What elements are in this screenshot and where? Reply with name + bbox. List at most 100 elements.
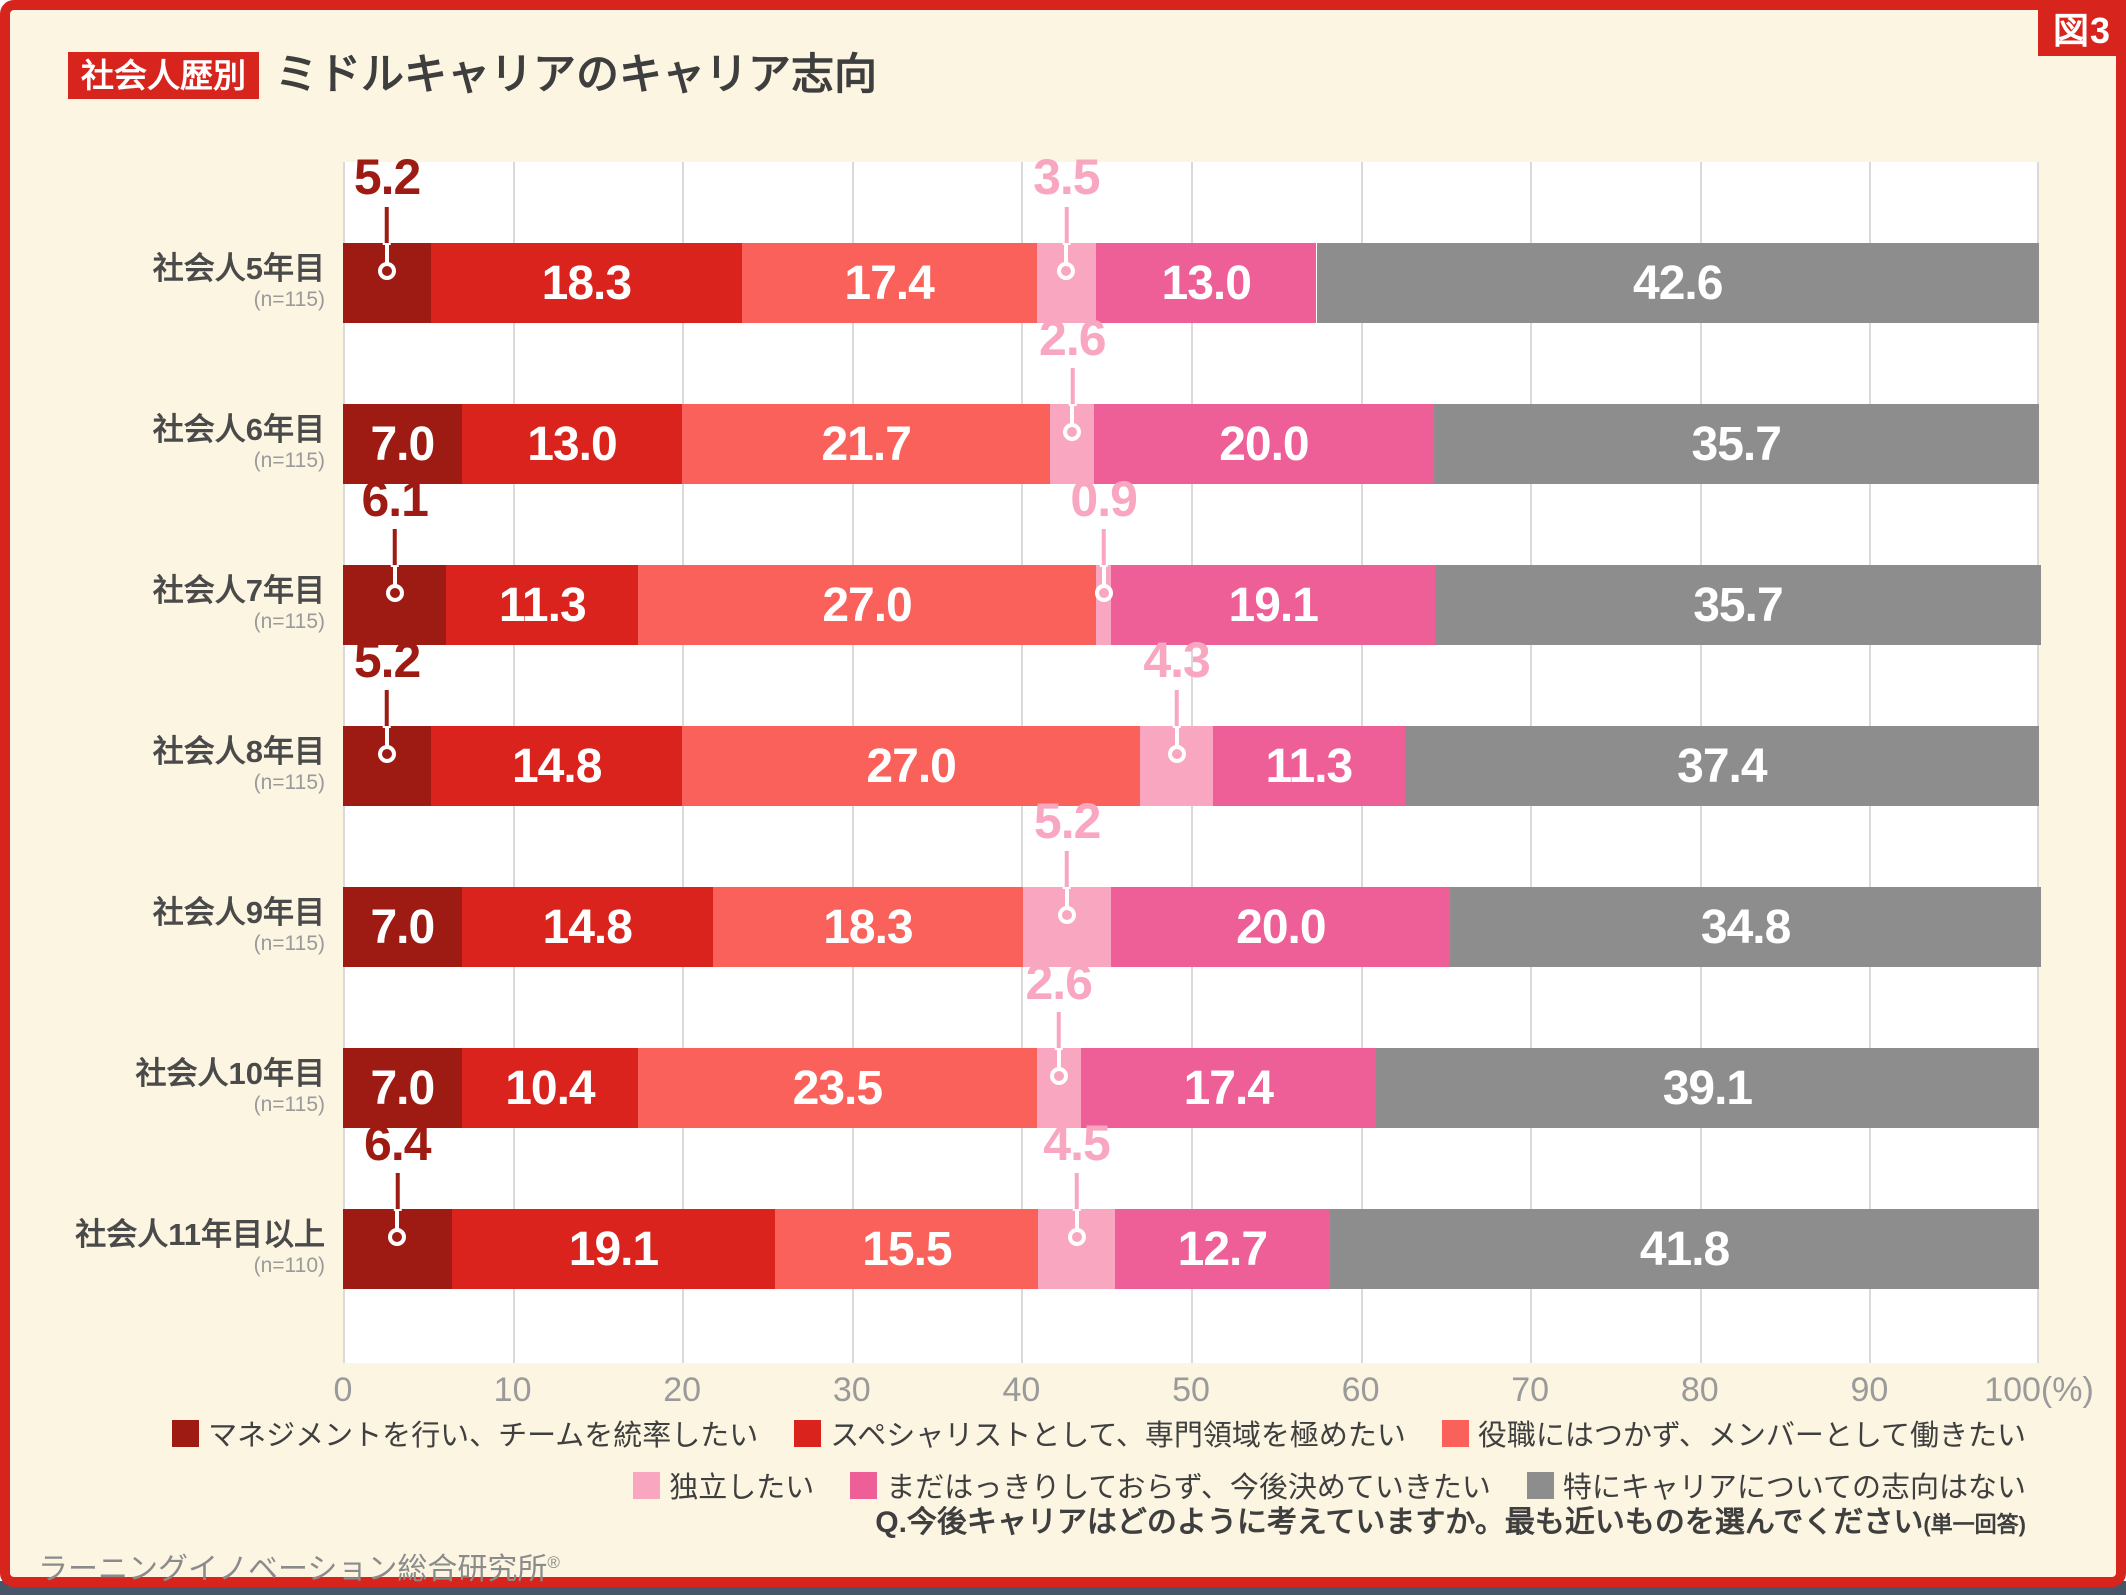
value-callout: 2.6 [1025, 957, 1093, 1048]
callout-stem [1064, 207, 1069, 243]
value-callout: 4.5 [1043, 1115, 1111, 1209]
plot-area: 5.2 18.3 17.4 3.5 13.0 42.6 7.0 13.0 21.7 2.6 20.0… [343, 152, 2041, 1363]
category-label: 社会人10年目 (n=115) [10, 1056, 325, 1117]
value-label: 37.4 [1677, 739, 1767, 793]
callout-stem [1174, 690, 1179, 726]
value-callout: 2.6 [1039, 310, 1107, 404]
legend-item: 特にキャリアについての志向はない [1526, 1464, 2026, 1506]
bar-row: 7.0 10.4 23.5 2.6 17.4 39.1 [343, 957, 2039, 1128]
registered-trademark-mark: ® [547, 1553, 560, 1572]
value-label: 7.0 [370, 1061, 435, 1115]
x-axis-tick-label: 0 [333, 1371, 353, 1409]
survey-question-text: Q.今後キャリアはどのように考えていますか。最も近いものを選んでください [875, 1506, 1924, 1539]
legend-item: まだはっきりしておらず、今後決めていきたい [850, 1464, 1491, 1506]
bar-segment: 35.7 [1435, 565, 2041, 645]
callout-pin [1167, 726, 1186, 763]
value-label: 34.8 [1700, 900, 1791, 954]
category-label: 社会人6年目 (n=115) [10, 412, 325, 473]
bar-segment: 39.1 [1375, 1048, 2039, 1128]
x-axis-tick-label: 10 [493, 1371, 532, 1409]
legend-item: マネジメントを行い、チームを統率したい [172, 1412, 758, 1454]
source-name: ラーニングイノベーション総合研究所 [38, 1553, 548, 1586]
value-label: 18.3 [541, 256, 632, 310]
category-name: 社会人6年目 [152, 412, 325, 447]
value-label: 12.7 [1177, 1222, 1268, 1276]
category-name: 社会人11年目以上 [75, 1217, 325, 1252]
legend-swatch [1526, 1471, 1554, 1499]
category-sample-size: (n=115) [253, 931, 325, 955]
value-label-above: 4.3 [1143, 632, 1211, 688]
value-label: 18.3 [823, 900, 913, 954]
pin-line [1101, 565, 1106, 585]
x-axis-tick-label: 50 [1172, 1371, 1210, 1409]
legend-swatch [794, 1419, 822, 1447]
bar-segment: 13.0 [1096, 243, 1317, 323]
category-sample-size: (n=115) [253, 287, 325, 311]
value-label: 17.4 [844, 256, 934, 310]
category-sample-size: (n=115) [253, 448, 325, 472]
value-label: 11.3 [498, 578, 587, 632]
bar-segment: 11.3 [1213, 726, 1405, 806]
callout-pin [1057, 243, 1076, 280]
bar-segment: 34.8 [1450, 887, 2041, 967]
bar-segment: 7.0 [343, 404, 462, 484]
value-label-above: 6.4 [364, 1115, 432, 1171]
x-axis-tick-label: 80 [1680, 1371, 1719, 1409]
page-title: ミドルキャリアのキャリア志向 [275, 51, 877, 99]
legend-swatch [172, 1419, 200, 1447]
x-axis-tick-label: 100(%) [1984, 1371, 2094, 1409]
value-label-above: 3.5 [1033, 149, 1101, 205]
bar-segment: 37.4 [1404, 726, 2039, 806]
bar-row: 5.2 14.8 27.0 4.3 11.3 37.4 [343, 635, 2039, 806]
bar-segment: 15.5 [775, 1209, 1039, 1289]
survey-question-note: (単一回答) [1923, 1512, 2026, 1537]
value-label: 14.8 [542, 900, 633, 954]
survey-question: Q.今後キャリアはどのように考えていますか。最も近いものを選んでください(単一回… [875, 1497, 2026, 1541]
value-label: 20.0 [1236, 900, 1326, 954]
value-label: 17.4 [1183, 1061, 1274, 1115]
callout-stem [1056, 1012, 1061, 1048]
legend-label: スペシャリストとして、専門領域を極めたい [830, 1420, 1406, 1452]
bar-segment: 14.8 [431, 726, 683, 806]
value-callout: 6.1 [361, 471, 429, 565]
pin-line [385, 243, 390, 263]
value-callout: 6.4 [364, 1115, 432, 1209]
bar-segment: 7.0 [343, 1048, 462, 1128]
pin-ring [1094, 584, 1113, 602]
callout-pin [378, 243, 397, 280]
bar-row: 7.0 14.8 18.3 5.2 20.0 34.8 [343, 796, 2041, 967]
value-callout: 5.2 [354, 635, 421, 726]
figure-number-tag: 図3 [2038, 0, 2126, 56]
legend-item: 役職にはつかず、メンバーとして働きたい [1441, 1412, 2026, 1454]
bar-segment: 11.3 [446, 565, 639, 645]
callout-stem [1065, 851, 1070, 887]
callout-pin [1058, 887, 1077, 924]
bar-segment: 42.6 [1316, 243, 2039, 323]
value-label: 20.0 [1219, 417, 1309, 471]
bar-segment: 35.7 [1433, 404, 2039, 484]
pin-ring [1058, 906, 1077, 924]
value-callout: 0.9 [1070, 474, 1138, 565]
value-label-above: 4.5 [1043, 1115, 1111, 1171]
chart-header: 社会人歴別 ミドルキャリアのキャリア志向 [68, 52, 877, 99]
pin-line [1074, 1209, 1079, 1229]
pin-line [395, 1209, 400, 1229]
callout-pin [385, 565, 404, 602]
legend-label: 独立したい [669, 1472, 815, 1504]
x-axis-tick-label: 90 [1850, 1371, 1889, 1409]
value-label-above: 2.6 [1039, 310, 1107, 366]
value-label: 14.8 [511, 739, 602, 793]
value-label-above: 5.2 [353, 632, 422, 688]
value-label-above: 5.2 [353, 149, 422, 205]
value-label: 41.8 [1639, 1222, 1730, 1276]
pin-ring [1167, 745, 1186, 763]
pin-ring [1049, 1067, 1068, 1085]
pin-line [392, 565, 397, 585]
callout-pin [1063, 404, 1082, 441]
value-label-above: 6.1 [361, 471, 429, 527]
category-name: 社会人9年目 [152, 895, 325, 930]
callout-stem [1070, 368, 1075, 404]
value-label: 13.0 [1161, 256, 1252, 310]
value-label: 7.0 [370, 900, 435, 954]
callout-stem [385, 207, 390, 243]
